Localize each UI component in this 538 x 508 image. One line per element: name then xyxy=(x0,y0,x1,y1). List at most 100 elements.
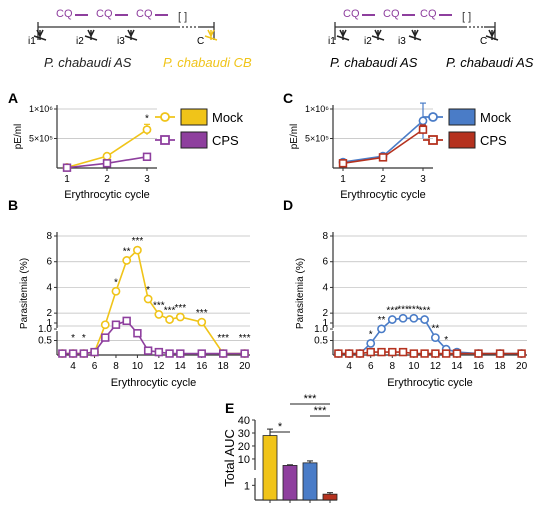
significance-label: * xyxy=(145,113,149,124)
scheme-label: i3 xyxy=(117,36,125,47)
significance-label: *** xyxy=(132,236,144,247)
cq-label: CQ xyxy=(136,8,153,20)
y-tick-label: 40 xyxy=(238,415,250,427)
data-point xyxy=(122,316,131,326)
y-tick-label: 2 xyxy=(322,308,328,319)
x-tick-label: 14 xyxy=(175,361,187,372)
x-tick-label: 2 xyxy=(380,174,386,185)
gap-bracket: [ ] xyxy=(178,11,187,23)
x-axis-label: Erythrocytic cycle xyxy=(64,189,150,201)
significance-label: ** xyxy=(431,324,439,335)
x-tick-label: 6 xyxy=(368,361,374,372)
data-point xyxy=(133,329,142,338)
x-tick-label: 18 xyxy=(494,361,506,372)
significance-label: *** xyxy=(419,306,431,317)
data-point xyxy=(418,125,428,134)
data-point xyxy=(418,116,428,126)
data-point xyxy=(79,349,89,358)
y-tick-label: 30 xyxy=(238,428,250,440)
bar xyxy=(322,493,338,501)
panel-letter: E xyxy=(225,400,234,416)
y-tick-label: 1×10⁶ xyxy=(305,104,329,114)
cq-label: CQ xyxy=(383,8,400,20)
series-line xyxy=(338,317,522,355)
significance-label: * xyxy=(278,421,283,433)
significance-label: *** xyxy=(239,333,251,344)
data-point xyxy=(100,320,110,330)
scheme-label: i3 xyxy=(398,36,406,47)
y-tick-label: 2 xyxy=(46,308,52,319)
data-point xyxy=(431,349,440,358)
significance-label: *** xyxy=(397,304,409,315)
cq-label: CQ xyxy=(56,8,73,20)
legend-marker-square xyxy=(160,135,170,145)
y-axis-label: pE/ml xyxy=(289,124,300,150)
legend-label: Mock xyxy=(480,110,512,125)
data-point xyxy=(154,347,164,357)
y-tick-label: 1 xyxy=(244,480,250,492)
y-tick-label: 8 xyxy=(322,231,328,242)
y-tick-label: 20 xyxy=(238,441,250,453)
mosquito-icon xyxy=(33,29,47,41)
mosquito-icon xyxy=(84,29,98,41)
parasite-label: P. chabaudi AS xyxy=(44,55,132,70)
significance-label: * xyxy=(82,333,86,344)
data-point xyxy=(90,347,99,357)
data-point xyxy=(388,347,397,357)
data-point xyxy=(218,349,228,358)
x-tick-label: 12 xyxy=(430,361,442,372)
x-tick-label: 3 xyxy=(144,174,150,185)
significance-label: ** xyxy=(378,315,386,326)
series-line xyxy=(338,351,522,355)
significance-label: *** xyxy=(304,393,318,405)
mosquito-icon xyxy=(204,29,218,41)
data-point xyxy=(111,320,121,329)
bar xyxy=(302,462,318,501)
legend-marker-circle xyxy=(160,112,170,122)
x-tick-label: 8 xyxy=(113,361,119,372)
data-point xyxy=(409,349,419,358)
gap-bracket: [ ] xyxy=(462,11,471,23)
legend-marker-circle xyxy=(428,112,438,122)
panel-letter: D xyxy=(283,197,293,213)
data-point xyxy=(344,349,354,358)
parasite-label: P. chabaudi AS xyxy=(330,55,418,70)
legend-label: Mock xyxy=(212,110,244,125)
panel-letter: B xyxy=(8,197,18,213)
data-point xyxy=(366,338,376,348)
bar xyxy=(282,465,298,501)
y-tick-label: 8 xyxy=(46,231,52,242)
data-point xyxy=(142,125,152,135)
y-tick-label: 0.5 xyxy=(314,336,328,347)
legend-label: CPS xyxy=(480,133,507,148)
cq-label: CQ xyxy=(96,8,113,20)
y-tick-label: 1.0 xyxy=(38,324,52,335)
significance-label: *** xyxy=(217,333,229,344)
scheme-label: C xyxy=(480,36,487,47)
legend-cb: Mock CPS xyxy=(155,108,244,149)
data-point xyxy=(240,349,249,358)
y-tick-label: 4 xyxy=(322,282,328,293)
y-tick-label: 1 xyxy=(322,318,328,329)
data-point xyxy=(441,349,451,358)
data-point xyxy=(165,349,174,358)
data-point xyxy=(197,349,206,358)
y-tick-label: 4 xyxy=(46,282,52,293)
x-tick-label: 8 xyxy=(389,361,395,372)
significance-label: *** xyxy=(196,308,208,319)
x-tick-label: 6 xyxy=(92,361,98,372)
data-point xyxy=(420,315,430,324)
scheme-label: i1 xyxy=(28,36,36,47)
significance-label: * xyxy=(444,335,448,346)
mosquito-icon xyxy=(371,29,385,41)
mosquito-icon xyxy=(124,29,138,41)
y-axis-label: Parasitemia (%) xyxy=(19,258,30,329)
y-tick-label: 6 xyxy=(46,257,52,268)
x-axis-label: Erythrocytic cycle xyxy=(111,377,197,389)
x-axis-label: Erythrocytic cycle xyxy=(340,189,426,201)
x-tick-label: 16 xyxy=(473,361,485,372)
y-axis-label: Parasitemia (%) xyxy=(295,258,306,329)
scheme-right: CQ CQ CQ [ ] i1 i2 i3 C P. chabaudi AS P… xyxy=(328,8,534,70)
